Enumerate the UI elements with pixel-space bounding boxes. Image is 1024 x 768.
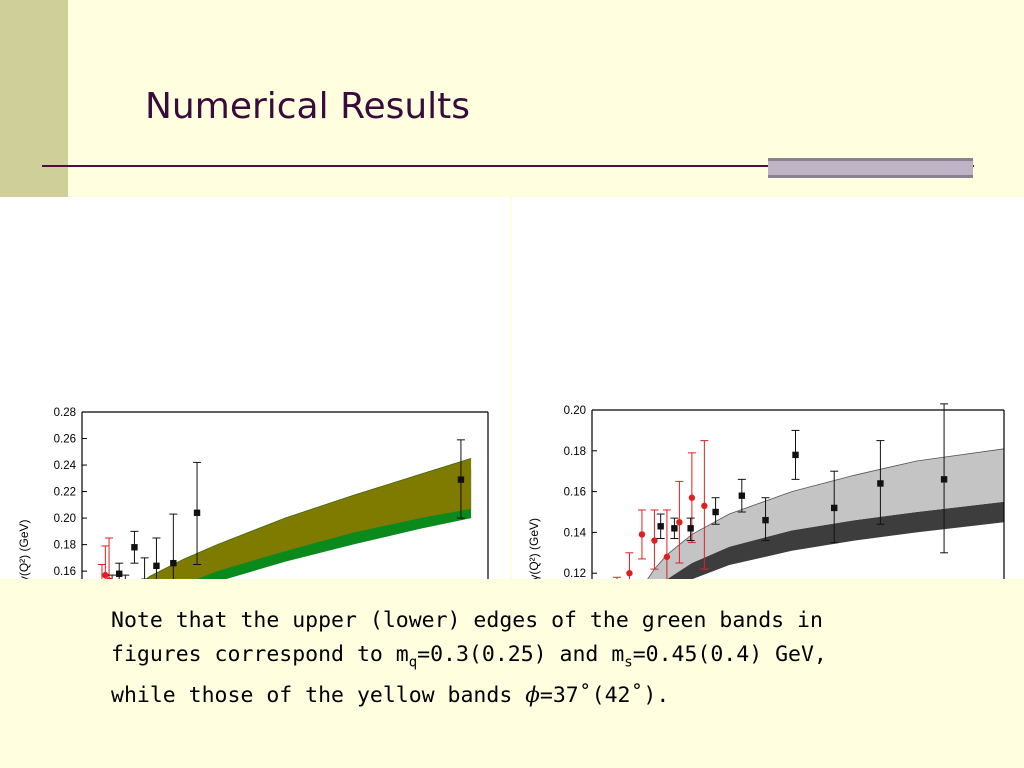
babar-point [193,509,201,516]
y-tick-label: 0.16 [54,566,76,578]
babar-point [940,476,948,483]
slide-sidebar-bar [0,0,68,198]
babar-point [131,544,138,551]
y-tick-label: 0.16 [564,487,586,499]
y-tick-label: 0.28 [54,407,76,419]
note-line-2: figures correspond to mq=0.3(0.25) and m… [111,642,827,671]
y-axis-label: Q²Fηγ(Q²) (GeV) [17,520,31,580]
y-tick-label: 0.26 [54,434,76,446]
y-tick-label: 0.20 [54,513,76,525]
title-accent-bar [768,158,973,178]
babar-point [657,523,664,530]
babar-point [877,480,884,487]
babar-point [831,504,838,512]
babar-point [457,476,465,483]
babar-point [153,562,160,570]
band-yellow [146,458,472,579]
babar-point [671,525,678,532]
slide-title: Numerical Results [145,86,471,127]
cleo-point [651,537,658,544]
chart-panel-left: 0204060801001200.060.080.100.120.140.160… [0,197,510,579]
babar-point [738,492,746,499]
cleo-point [701,502,708,510]
band-dark [667,501,1004,579]
cleo-point [676,519,683,526]
y-tick-label: 0.24 [54,460,77,472]
cleo-point [638,531,646,538]
babar-point [792,451,799,459]
y-axis-label: Q²Fηγ(Q²) (GeV) [527,518,541,579]
band-upper-edge [145,458,472,579]
chart-right: 0510152025300.060.080.100.120.140.160.18… [527,403,1005,579]
babar-point [712,508,719,516]
slide-note: Note that the upper (lower) edges of the… [111,604,991,713]
chart-left: 0204060801001200.060.080.100.120.140.160… [17,407,489,580]
title-underline [42,165,974,167]
y-tick-label: 0.12 [564,568,586,579]
cleo-point [663,553,671,561]
note-line-1: Note that the upper (lower) edges of the… [111,608,823,633]
chart-panel-right: 0510152025300.060.080.100.120.140.160.18… [512,197,1024,579]
cleo-point [106,577,112,579]
band-light [647,448,1004,579]
y-tick-label: 0.20 [564,405,586,417]
babar-point [762,516,769,524]
cleo-point [102,571,109,579]
y-tick-label: 0.18 [54,540,76,552]
note-line-3: while those of the yellow bands ϕ=37˚(42… [111,683,670,709]
babar-point [687,525,694,532]
cleo-point [688,494,696,501]
y-tick-label: 0.18 [564,446,586,458]
babar-point [170,559,177,567]
babar-point [116,570,123,577]
cleo-point [626,570,633,577]
y-tick-label: 0.22 [54,487,76,499]
y-tick-label: 0.14 [564,527,587,539]
